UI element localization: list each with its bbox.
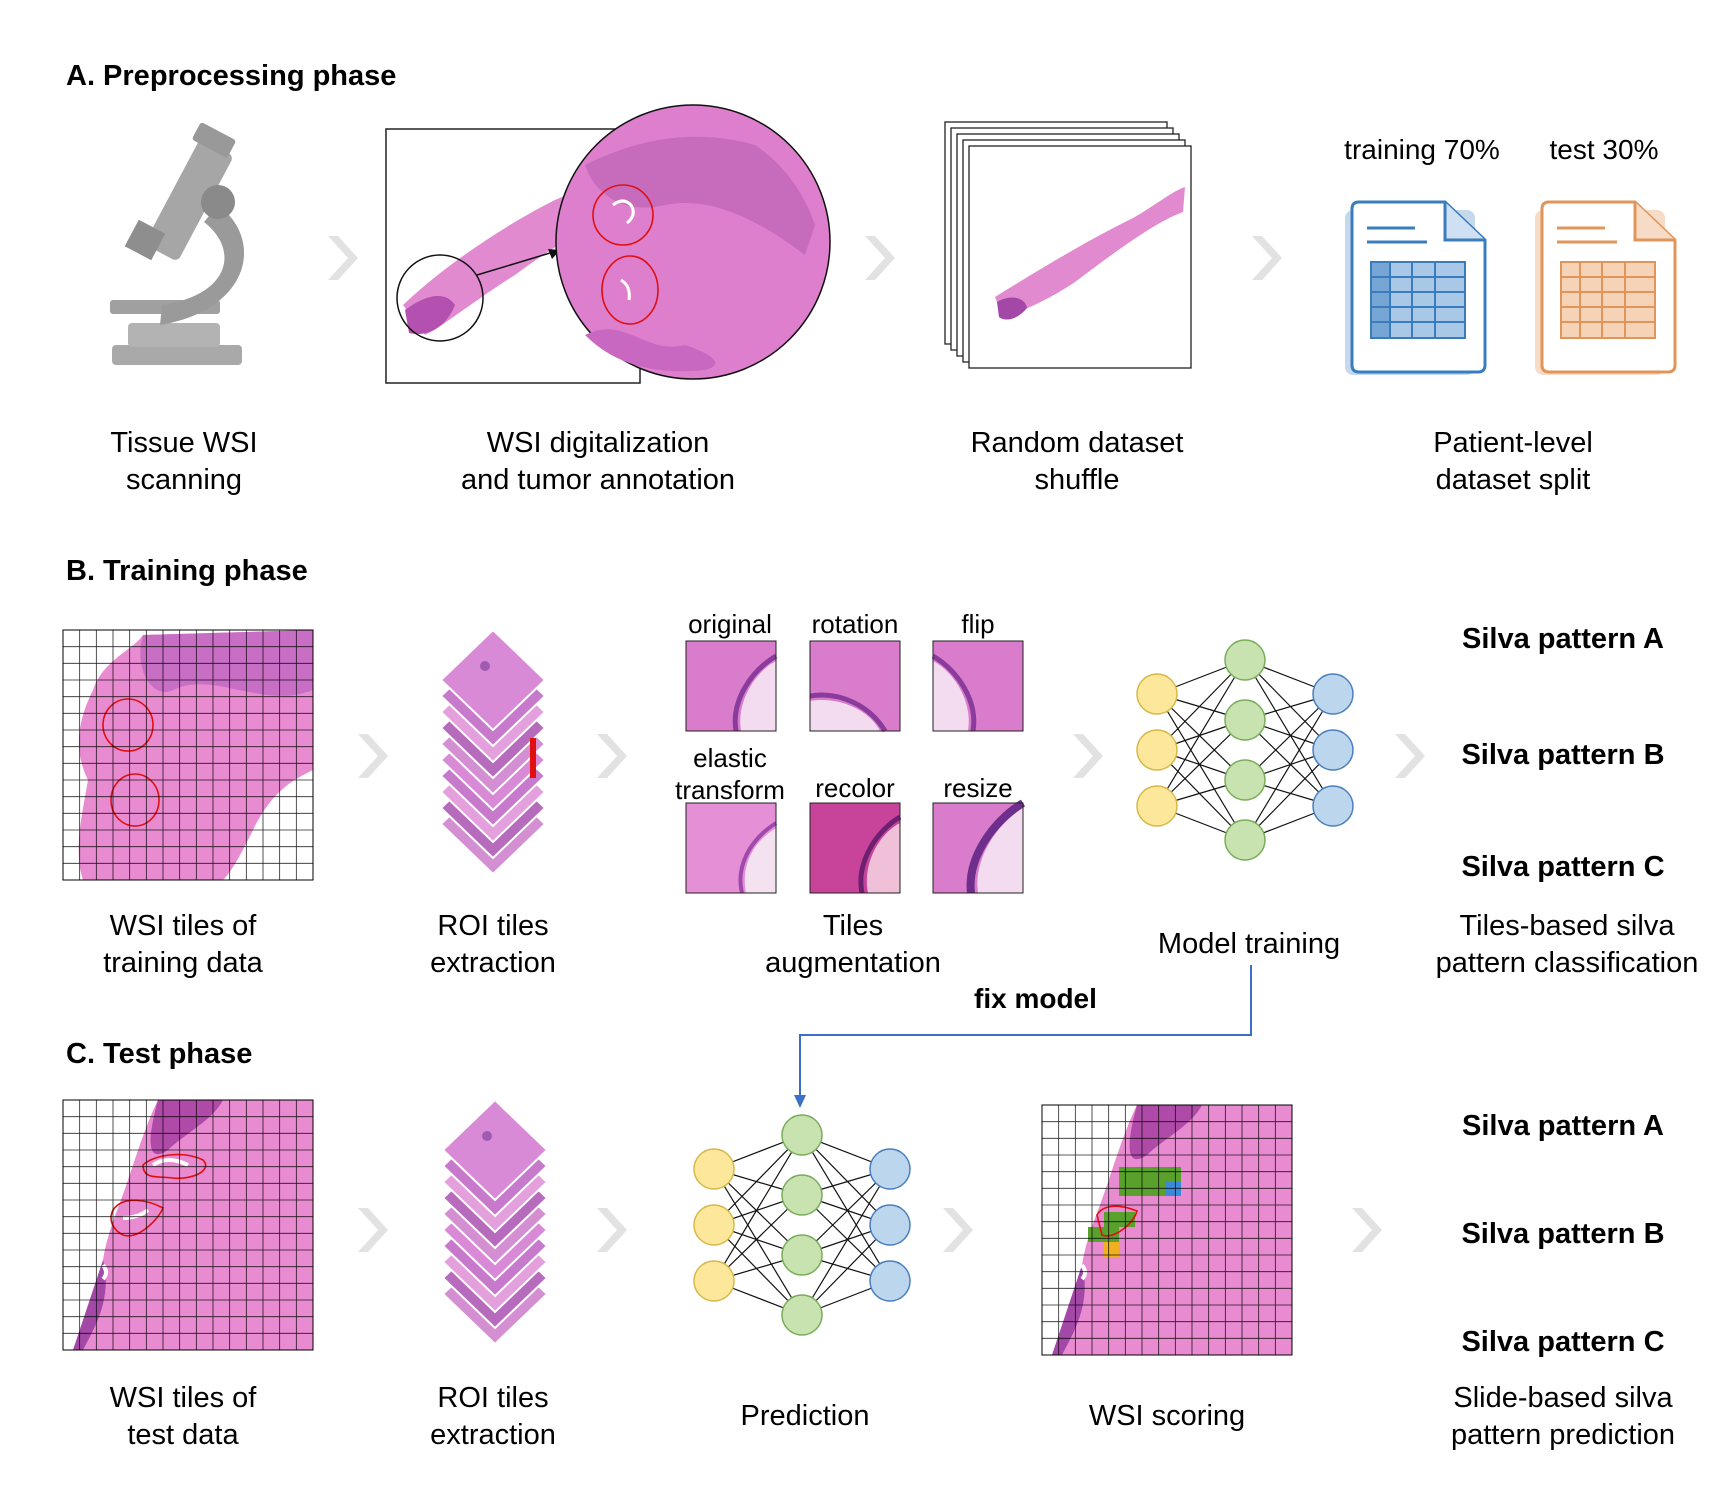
nn-node <box>693 1204 735 1246</box>
roi-tile <box>439 628 547 732</box>
flow-arrow <box>865 236 895 280</box>
training-wsi-caption: WSI tiles of training data <box>103 910 263 979</box>
roi-tile <box>441 1098 549 1202</box>
fix-model-label: fix model <box>974 983 1097 1014</box>
step-digitalization-caption: WSI digitalization and tumor annotation <box>460 427 736 496</box>
nn-node <box>781 1234 823 1276</box>
flow-arrow <box>1252 236 1282 280</box>
augmentation-caption: Tiles augmentation <box>765 910 941 979</box>
aug-tile-original <box>685 640 778 732</box>
section-a-title: A. Preprocessing phase <box>66 60 397 92</box>
test-wsi-tiles <box>62 1099 314 1351</box>
test-roi-caption: ROI tiles extraction <box>430 1382 556 1451</box>
nn-node <box>1312 785 1354 827</box>
aug-label-resize: resize <box>943 773 1013 803</box>
section-b-title: B. Training phase <box>66 555 308 587</box>
nn-node <box>1136 673 1178 715</box>
training-document-icon <box>1345 200 1487 375</box>
nn-node <box>1136 729 1178 771</box>
nn-node <box>869 1204 911 1246</box>
aug-label-original: original <box>688 609 772 639</box>
nn-node <box>781 1294 823 1336</box>
flow-arrow <box>597 1208 627 1252</box>
nn-node <box>1312 729 1354 771</box>
aug-tile-rotation <box>809 640 901 733</box>
nn-node <box>1224 699 1266 741</box>
test-document-icon <box>1535 200 1677 375</box>
microscope-icon <box>110 122 245 365</box>
nn-node <box>1312 673 1354 715</box>
training-pattern-c: Silva pattern C <box>1461 851 1665 883</box>
nn-node <box>1136 785 1178 827</box>
test-split-label: test 30% <box>1549 134 1659 165</box>
nn-node <box>1224 759 1266 801</box>
nn-node <box>781 1174 823 1216</box>
nn-node <box>693 1260 735 1302</box>
model-training-caption: Model training <box>1157 928 1341 960</box>
nn-node <box>869 1148 911 1190</box>
step-split-caption: Patient-level dataset split <box>1433 427 1593 496</box>
test-roi-tiles-stack <box>441 1098 549 1346</box>
nn-node <box>1224 819 1266 861</box>
training-roi-tiles-stack <box>439 628 547 876</box>
wsi-scoring-caption: WSI scoring <box>1088 1400 1246 1432</box>
flow-arrow <box>1352 1208 1382 1252</box>
test-wsi-caption: WSI tiles of test data <box>109 1382 257 1451</box>
fix-model-connector <box>794 965 1252 1108</box>
test-pattern-a: Silva pattern A <box>1462 1110 1664 1142</box>
step-shuffle-caption: Random dataset shuffle <box>970 427 1184 496</box>
flow-arrow <box>328 236 358 280</box>
test-pattern-b: Silva pattern B <box>1461 1218 1665 1250</box>
nn-node <box>869 1260 911 1302</box>
aug-label-recolor: recolor <box>815 773 895 803</box>
aug-tile-elastic <box>685 802 778 894</box>
training-pattern-b: Silva pattern B <box>1461 739 1665 771</box>
prediction-caption: Prediction <box>740 1400 870 1432</box>
flow-arrow <box>358 1208 388 1252</box>
training-neural-network <box>1136 639 1354 861</box>
flow-arrow <box>358 734 388 778</box>
training-split-label: training 70% <box>1344 134 1500 165</box>
flow-arrow <box>943 1208 973 1252</box>
aug-tile-flip <box>931 640 1024 732</box>
aug-tile-resize <box>932 799 1026 894</box>
nn-node <box>781 1114 823 1156</box>
training-roi-caption: ROI tiles extraction <box>430 910 556 979</box>
flow-arrow <box>1073 734 1103 778</box>
wsi-scoring-map <box>1041 1104 1293 1356</box>
aug-label-flip: flip <box>961 609 995 639</box>
prediction-neural-network <box>693 1114 911 1336</box>
flow-arrow <box>1395 734 1425 778</box>
training-pattern-a: Silva pattern A <box>1462 623 1664 655</box>
aug-label-rotation: rotation <box>811 609 899 639</box>
aug-label-elastic: elastic transform <box>675 743 785 805</box>
section-c-title: C. Test phase <box>66 1038 253 1070</box>
slide-prediction-caption: Slide-based silva pattern prediction <box>1450 1382 1676 1451</box>
wsi-annotation-image <box>385 104 831 384</box>
nn-node <box>693 1148 735 1190</box>
training-wsi-tiles <box>62 629 314 881</box>
test-pattern-c: Silva pattern C <box>1461 1326 1665 1358</box>
nn-node <box>1224 639 1266 681</box>
aug-tile-recolor <box>809 802 902 894</box>
classification-caption: Tiles-based silva pattern classification <box>1435 910 1699 979</box>
shuffled-slides-stack <box>944 121 1192 369</box>
flow-arrow <box>597 734 627 778</box>
step-scanning-caption: Tissue WSI scanning <box>110 427 258 496</box>
